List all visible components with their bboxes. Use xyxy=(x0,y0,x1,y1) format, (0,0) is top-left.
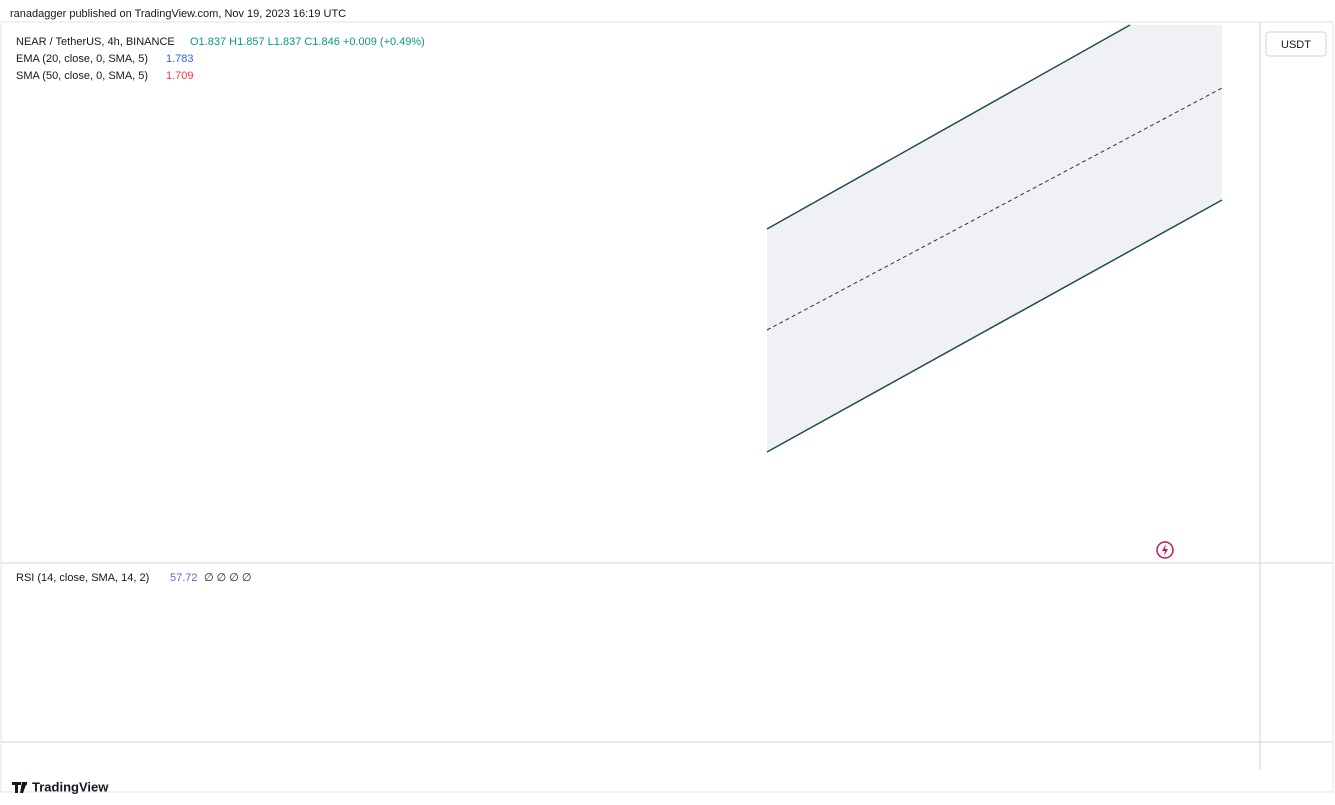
rsi-flags: ∅ ∅ ∅ ∅ xyxy=(204,572,252,584)
currency[interactable]: USDT xyxy=(1281,39,1311,51)
frame xyxy=(0,21,1334,793)
channel-mid xyxy=(766,87,1223,331)
published-note: ranadagger published on TradingView.com,… xyxy=(10,8,346,20)
rsi-legend-value: 57.72 xyxy=(170,572,198,584)
sma-legend-value: 1.709 xyxy=(166,70,194,82)
ohlc-legend: O1.837 H1.857 L1.837 C1.846 +0.009 (+0.4… xyxy=(190,36,425,48)
currency-button[interactable] xyxy=(1265,31,1327,57)
ema-legend-value: 1.783 xyxy=(166,53,194,65)
alert-icon-bolt xyxy=(1162,544,1168,556)
rsi-legend: RSI (14, close, SMA, 14, 2) xyxy=(16,572,149,584)
brand: TradingView xyxy=(32,779,109,794)
ema-legend: EMA (20, close, 0, SMA, 5) xyxy=(16,53,148,65)
channel-upper xyxy=(766,24,1131,230)
alert-icon[interactable] xyxy=(1156,541,1174,559)
brand-logo xyxy=(12,782,27,793)
channel-fill xyxy=(767,25,1222,452)
symbol: NEAR / TetherUS, 4h, BINANCE xyxy=(16,36,175,48)
channel-lower xyxy=(766,199,1223,453)
sma-legend: SMA (50, close, 0, SMA, 5) xyxy=(16,70,148,82)
